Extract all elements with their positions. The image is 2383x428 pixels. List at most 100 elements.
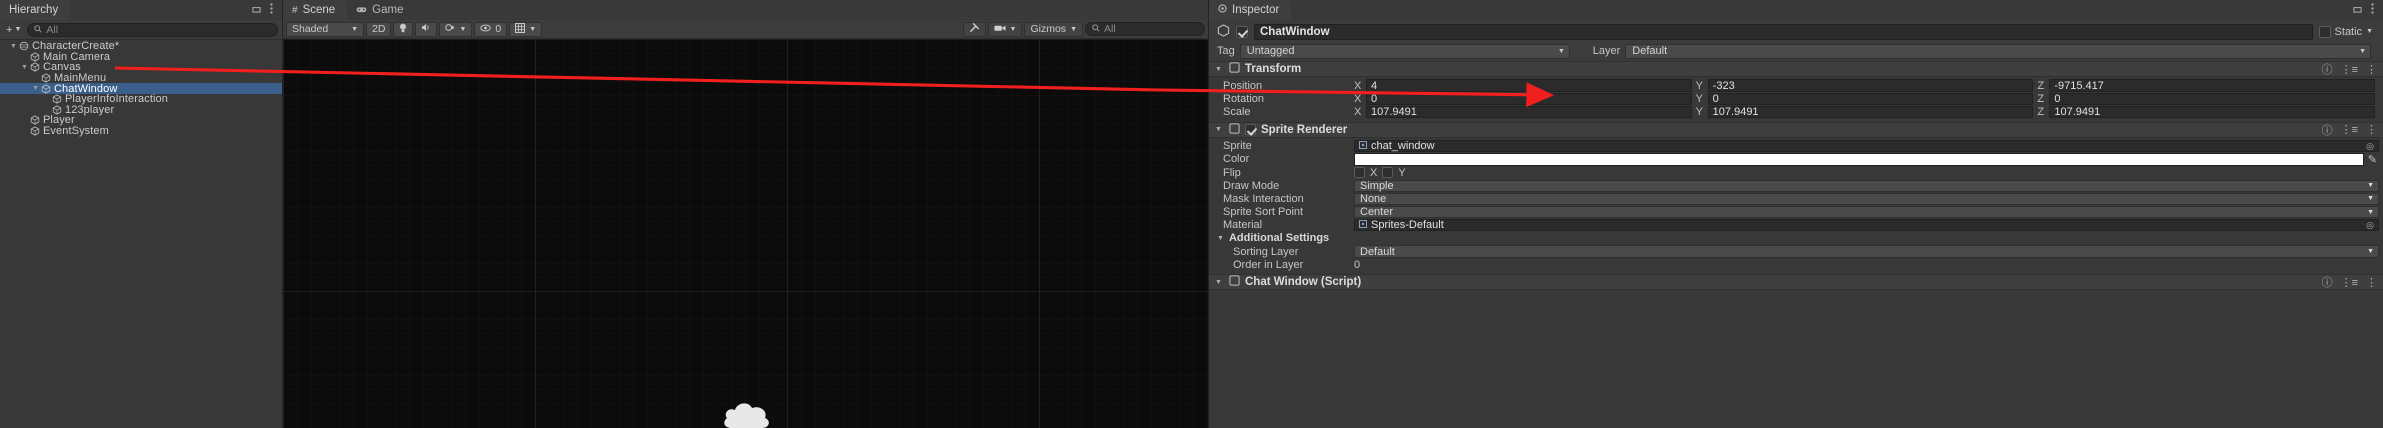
axis-z-input[interactable]: 107.9491 — [2049, 105, 2376, 119]
component-foldout[interactable]: ▼ — [1215, 278, 1222, 286]
hierarchy-item-label: EventSystem — [43, 125, 109, 138]
toggle-audio-button[interactable] — [415, 21, 438, 37]
static-checkbox[interactable] — [2318, 25, 2331, 38]
scene-search-input[interactable]: All — [1085, 22, 1205, 36]
hierarchy-item-mainmenu[interactable]: MainMenu — [0, 72, 282, 84]
hierarchy-item-canvas[interactable]: ▼ Canvas — [0, 61, 282, 73]
object-picker-icon[interactable]: ◎ — [2366, 219, 2374, 230]
static-toggle[interactable]: Static ▼ — [2318, 25, 2377, 38]
grid-snap-button[interactable]: ▼ — [509, 21, 543, 37]
axis-z-input[interactable]: -9715.417 — [2049, 79, 2376, 92]
hierarchy-search-input[interactable]: All — [27, 22, 278, 37]
chevron-down-icon: ▼ — [14, 26, 22, 33]
property-position: Position X 4 Y -323 Z -9715.417 — [1209, 79, 2383, 92]
preset-icon[interactable]: ⋮≡ — [2340, 276, 2358, 289]
scene-viewport[interactable] — [283, 39, 1208, 428]
flip-y-checkbox[interactable] — [1382, 167, 1394, 179]
chevron-down-icon: ▼ — [1009, 25, 1017, 33]
component-enabled-checkbox[interactable] — [1245, 124, 1256, 136]
gizmos-dropdown[interactable]: Gizmos ▼ — [1024, 21, 1083, 37]
axis-z-group: Z -9715.417 — [2037, 79, 2379, 92]
add-gameobject-button[interactable]: + ▼ — [4, 24, 23, 36]
gameobject-icon — [41, 84, 51, 94]
tag-label: Tag — [1217, 45, 1235, 57]
tab-scene[interactable]: # Scene — [283, 0, 348, 20]
section-additional-settings[interactable]: ▼ Additional Settings — [1209, 232, 2383, 245]
help-icon[interactable]: ⓘ — [2321, 64, 2333, 76]
object-picker-icon[interactable]: ◎ — [2366, 140, 2374, 151]
object-enabled-checkbox[interactable] — [1236, 25, 1248, 38]
axis-y-input[interactable]: -323 — [1707, 79, 2034, 92]
hierarchy-item-main-camera[interactable]: Main Camera — [0, 51, 282, 63]
tag-dropdown[interactable]: Untagged ▼ — [1239, 43, 1570, 59]
hierarchy-item-player[interactable]: Player — [0, 114, 282, 126]
kebab-menu-icon[interactable] — [270, 3, 273, 17]
scene-panel: # Scene Game Shaded ▼ 2D — [283, 0, 1208, 428]
tab-hierarchy[interactable]: Hierarchy — [0, 0, 71, 20]
object-field[interactable]: Sprites-Default ◎ — [1354, 219, 2379, 232]
axis-x-input[interactable]: 4 — [1366, 79, 1692, 92]
hierarchy-item-charactercreate-[interactable]: ▼ CharacterCreate* — [0, 40, 282, 52]
foldout-toggle[interactable]: ▼ — [10, 42, 17, 50]
object-name-input[interactable]: ChatWindow — [1254, 23, 2313, 40]
axis-x-input[interactable]: 107.9491 — [1366, 105, 1692, 119]
text-value[interactable]: 0 — [1354, 258, 1361, 271]
component-header-icons: ⓘ ⋮≡ ⋮ — [2322, 122, 2377, 138]
component-foldout[interactable]: ▼ — [1215, 65, 1222, 73]
axis-z-group: Z 107.9491 — [2037, 105, 2379, 119]
toggle-lighting-button[interactable] — [393, 21, 414, 37]
object-field-value: chat_window — [1371, 140, 1435, 153]
flip-x-checkbox[interactable] — [1354, 167, 1365, 179]
property-label: Rotation — [1223, 92, 1264, 105]
dropdown-field[interactable]: None ▼ — [1354, 192, 2379, 206]
help-icon[interactable]: ⓘ — [2321, 277, 2333, 290]
component-header-chat-window-script-[interactable]: ▼ Chat Window (Script) ⓘ ⋮≡ ⋮ — [1209, 274, 2383, 291]
lock-icon[interactable] — [252, 4, 261, 16]
shading-mode-dropdown[interactable]: Shaded ▼ — [286, 21, 364, 37]
axis-x-input[interactable]: 0 — [1366, 92, 1692, 105]
preset-icon[interactable]: ⋮≡ — [2340, 63, 2358, 76]
axis-z-value: -9715.417 — [2054, 79, 2104, 92]
dropdown-field[interactable]: Center ▼ — [1354, 205, 2379, 219]
script-icon — [1229, 275, 1240, 289]
scene-tools-button[interactable] — [962, 21, 986, 37]
scene-visibility-button[interactable]: 0 — [474, 21, 508, 37]
component-body: Position X 4 Y -323 Z -9715.417 Rotation X 0 Y 0 Z 0 S… — [1209, 77, 2383, 122]
tab-inspector[interactable]: Inspector — [1209, 0, 1292, 20]
kebab-menu-icon[interactable]: ⋮ — [2366, 63, 2377, 76]
dropdown-field[interactable]: Default ▼ — [1354, 245, 2379, 258]
axis-x-label: X — [1354, 79, 1362, 92]
kebab-menu-icon[interactable]: ⋮ — [2366, 276, 2377, 289]
color-swatch[interactable] — [1354, 153, 2364, 166]
axis-y-input[interactable]: 0 — [1707, 92, 2034, 105]
toggle-fx-dropdown[interactable]: ▼ — [439, 21, 473, 37]
lock-icon[interactable] — [2353, 4, 2362, 16]
object-field[interactable]: chat_window ◎ — [1354, 139, 2379, 153]
chevron-down-icon[interactable]: ▼ — [2366, 28, 2373, 35]
foldout-toggle[interactable]: ▼ — [32, 85, 39, 93]
tab-game[interactable]: Game — [347, 0, 416, 20]
component-header-transform[interactable]: ▼ Transform ⓘ ⋮≡ ⋮ — [1209, 61, 2383, 77]
hierarchy-tabbar: Hierarchy — [0, 0, 282, 20]
hierarchy-item-playerinfointeraction[interactable]: PlayerInfoInteraction — [0, 93, 282, 105]
kebab-menu-icon[interactable]: ⋮ — [2366, 124, 2377, 137]
hierarchy-tree[interactable]: ▼ CharacterCreate* Main Camera ▼ Canvas MainM… — [0, 40, 282, 428]
eyedropper-icon[interactable]: ✎ — [2367, 153, 2377, 166]
component-foldout[interactable]: ▼ — [1215, 126, 1222, 134]
axis-y-input[interactable]: 107.9491 — [1707, 105, 2034, 119]
scene-camera-button[interactable]: ▼ — [987, 21, 1023, 37]
axis-z-input[interactable]: 0 — [2049, 92, 2376, 105]
section-foldout[interactable]: ▼ — [1217, 234, 1224, 242]
kebab-menu-icon[interactable] — [2371, 3, 2374, 17]
help-icon[interactable]: ⓘ — [2321, 124, 2333, 137]
preset-icon[interactable]: ⋮≡ — [2340, 124, 2358, 137]
dropdown-field[interactable]: Simple ▼ — [1354, 179, 2379, 192]
component-header-icons: ⓘ ⋮≡ ⋮ — [2322, 274, 2377, 290]
toggle-2d-button[interactable]: 2D — [366, 21, 392, 37]
hierarchy-item-123player[interactable]: 123player — [0, 104, 282, 116]
foldout-toggle[interactable]: ▼ — [21, 63, 28, 71]
layer-dropdown[interactable]: Default ▼ — [1625, 43, 2371, 59]
component-header-sprite-renderer[interactable]: ▼ Sprite Renderer ⓘ ⋮≡ ⋮ — [1209, 121, 2383, 138]
hierarchy-item-eventsystem[interactable]: EventSystem — [0, 125, 282, 138]
object-field-value: Sprites-Default — [1371, 219, 1444, 232]
